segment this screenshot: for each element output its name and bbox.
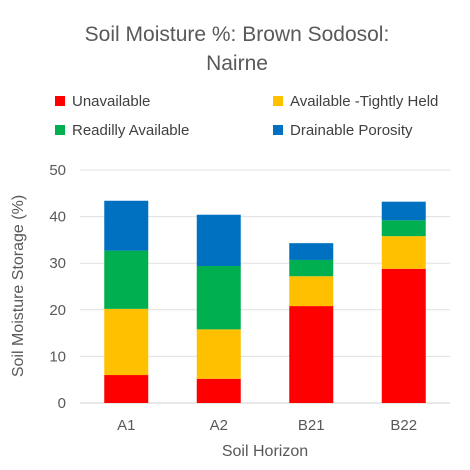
x-tick-label-a1: A1	[117, 417, 135, 434]
bar-b21-unavailable	[289, 306, 334, 403]
bar-a1-readilly-available	[104, 250, 149, 309]
legend-swatch-drainable-porosity	[273, 125, 283, 135]
bar-a1-drainable-porosity	[104, 200, 149, 251]
x-tick-label-b22: B22	[390, 417, 417, 434]
chart-title-line-2: Nairne	[206, 52, 268, 75]
y-tick-label-20: 20	[49, 302, 66, 319]
bar-b21-drainable-porosity	[289, 243, 334, 260]
legend-swatch-unavailable	[55, 96, 65, 106]
legend-swatch-available-tightly-held	[273, 96, 283, 106]
y-axis-title: Soil Moisture Storage (%)	[10, 195, 27, 377]
chart-title-line-1: Soil Moisture %: Brown Sodosol:	[85, 23, 390, 46]
x-tick-labels: A1 A2 B21 B22	[117, 417, 417, 434]
bar-a2-drainable-porosity	[196, 214, 241, 266]
bar-b21-readilly-available	[289, 259, 334, 277]
bar-a2-unavailable	[196, 378, 241, 403]
bar-a2-readilly-available	[196, 265, 241, 330]
bar-b21-available-tightly-held	[289, 276, 334, 307]
bar-b22-available-tightly-held	[381, 236, 426, 269]
legend-label-available-tightly-held: Available -Tightly Held	[290, 93, 438, 110]
bar-b22-unavailable	[381, 268, 426, 403]
bar-b22-drainable-porosity	[381, 201, 426, 221]
x-tick-label-a2: A2	[210, 417, 228, 434]
legend-swatch-readilly-available	[55, 125, 65, 135]
y-tick-labels: 0 10 20 30 40 50	[49, 162, 66, 412]
legend: Unavailable Available -Tightly Held Readil…	[55, 93, 438, 139]
y-tick-label-30: 30	[49, 255, 66, 272]
bar-a2-available-tightly-held	[196, 329, 241, 379]
x-tick-label-b21: B21	[298, 417, 325, 434]
bar-b22-readilly-available	[381, 220, 426, 237]
bar-a1-available-tightly-held	[104, 308, 149, 376]
y-tick-label-40: 40	[49, 209, 66, 226]
x-axis-title: Soil Horizon	[222, 443, 308, 460]
y-tick-label-50: 50	[49, 162, 66, 179]
bars	[104, 200, 426, 403]
bar-a1-unavailable	[104, 375, 149, 403]
legend-label-unavailable: Unavailable	[72, 93, 150, 110]
legend-label-drainable-porosity: Drainable Porosity	[290, 122, 413, 139]
legend-label-readilly-available: Readilly Available	[72, 122, 189, 139]
y-tick-label-0: 0	[58, 395, 66, 412]
y-tick-label-10: 10	[49, 348, 66, 365]
